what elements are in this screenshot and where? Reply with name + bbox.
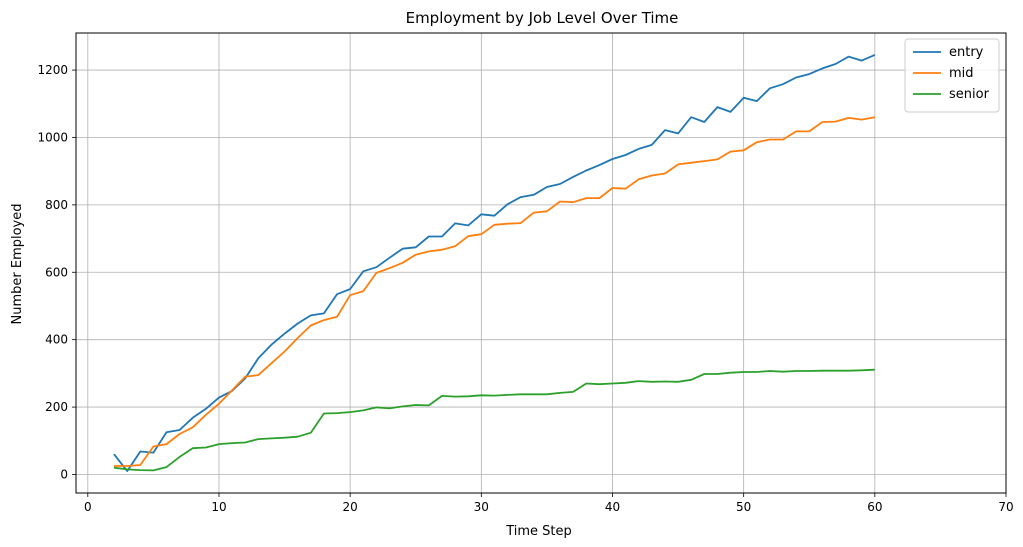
x-tick-label: 40: [605, 500, 620, 514]
series-line-mid: [114, 116, 875, 467]
y-tick-label: 0: [60, 467, 68, 481]
grid-lines: [76, 33, 1007, 493]
chart-title: Employment by Job Level Over Time: [406, 9, 679, 27]
x-tick-label: 70: [998, 500, 1013, 514]
y-tick-label: 400: [45, 333, 68, 347]
series-line-entry: [113, 54, 876, 473]
x-axis-ticks: 0 10 20 30 40 50 60 70: [84, 493, 1014, 514]
y-tick-label: 1200: [37, 63, 68, 77]
y-tick-label: 800: [45, 198, 68, 212]
legend-label-entry: entry: [949, 45, 984, 60]
legend-label-mid: mid: [949, 66, 974, 81]
y-tick-label: 1000: [37, 130, 68, 144]
x-tick-label: 10: [211, 500, 226, 514]
x-tick-label: 20: [343, 500, 358, 514]
y-axis-ticks: 0 200 400 600 800 1000 1200: [37, 63, 76, 481]
plot-area-frame: [75, 32, 1007, 494]
series-line-senior: [113, 368, 875, 472]
legend-label-senior: senior: [949, 87, 990, 102]
y-tick-label: 200: [45, 400, 68, 414]
series-lines: [113, 54, 876, 473]
legend: entry mid senior: [904, 38, 1000, 113]
x-axis-title: Time Step: [505, 524, 572, 539]
x-tick-label: 0: [84, 500, 92, 514]
y-axis-title: Number Employed: [10, 204, 25, 325]
x-tick-label: 30: [474, 500, 489, 514]
x-tick-label: 60: [867, 500, 882, 514]
x-tick-label: 50: [736, 500, 751, 514]
y-tick-label: 600: [45, 265, 68, 279]
